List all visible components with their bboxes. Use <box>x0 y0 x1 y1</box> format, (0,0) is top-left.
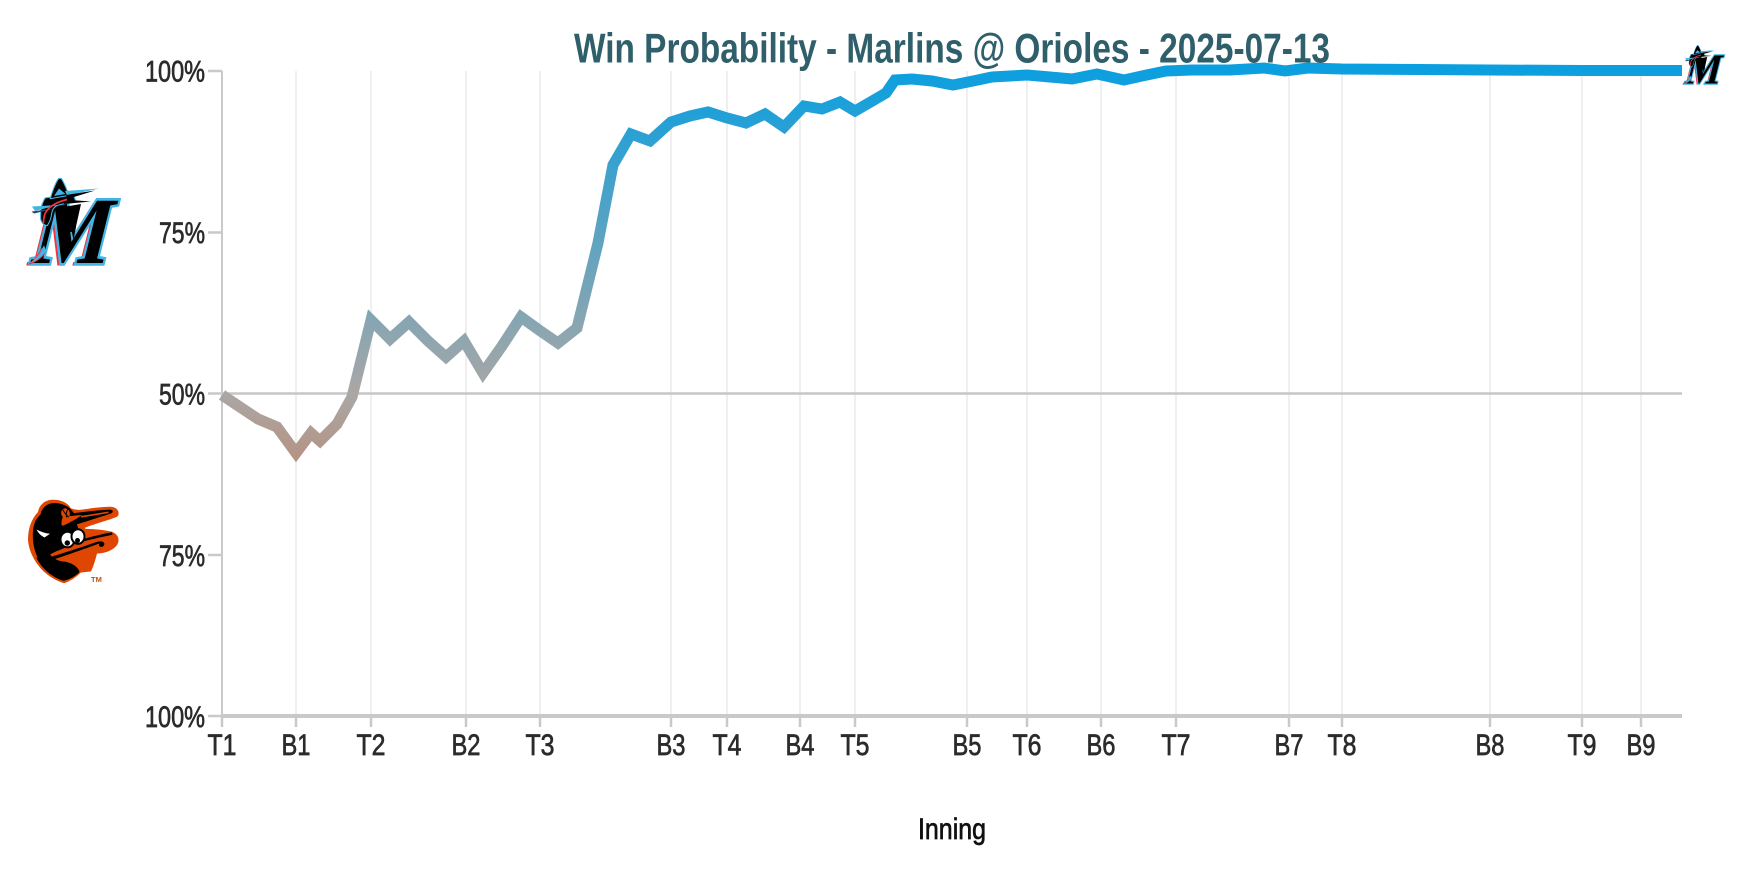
svg-text:B6: B6 <box>1087 729 1116 762</box>
svg-text:75%: 75% <box>159 540 205 573</box>
svg-text:75%: 75% <box>159 217 205 250</box>
svg-text:100%: 100% <box>145 56 205 89</box>
svg-text:T5: T5 <box>841 729 870 762</box>
svg-text:B1: B1 <box>282 729 311 762</box>
svg-text:B7: B7 <box>1275 729 1304 762</box>
svg-text:Win Probability - Marlins @ Or: Win Probability - Marlins @ Orioles - 20… <box>574 25 1330 72</box>
svg-text:T1: T1 <box>208 729 237 762</box>
svg-text:50%: 50% <box>159 379 205 412</box>
svg-text:B2: B2 <box>452 729 481 762</box>
svg-text:T9: T9 <box>1568 729 1597 762</box>
svg-text:B8: B8 <box>1476 729 1505 762</box>
svg-text:B5: B5 <box>953 729 982 762</box>
svg-text:B4: B4 <box>786 729 815 762</box>
svg-text:TM: TM <box>91 575 102 584</box>
svg-text:T8: T8 <box>1328 729 1357 762</box>
svg-text:B3: B3 <box>657 729 686 762</box>
svg-text:Inning: Inning <box>918 813 986 846</box>
svg-text:100%: 100% <box>145 701 205 734</box>
svg-text:B9: B9 <box>1627 729 1656 762</box>
svg-text:T6: T6 <box>1013 729 1042 762</box>
svg-text:T2: T2 <box>357 729 386 762</box>
svg-text:T4: T4 <box>713 729 742 762</box>
svg-text:T7: T7 <box>1162 729 1191 762</box>
svg-text:T3: T3 <box>526 729 555 762</box>
